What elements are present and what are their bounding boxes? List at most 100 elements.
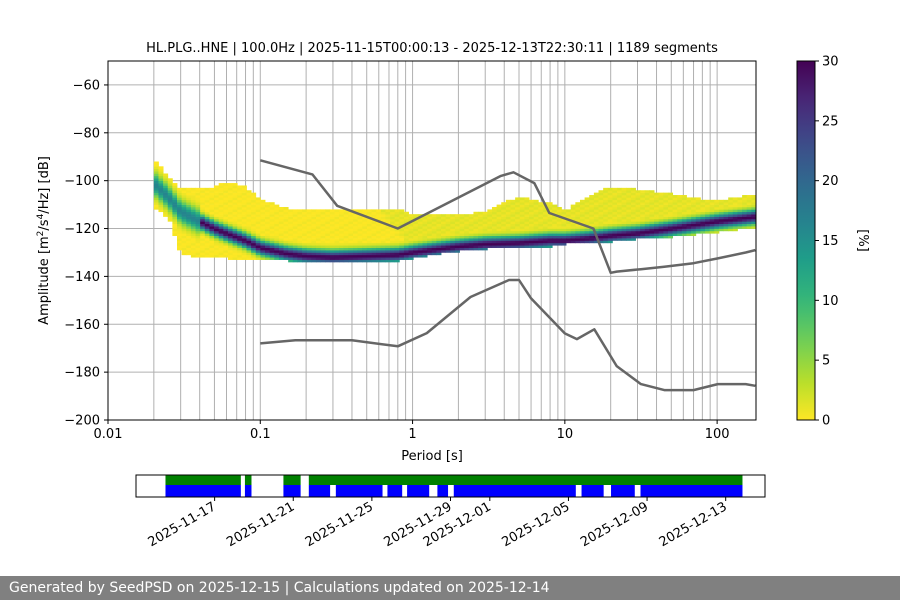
heatmap-cell [732, 221, 738, 225]
heatmap-cell [487, 211, 493, 215]
heatmap-cell [204, 240, 210, 244]
heatmap-cell [450, 223, 456, 227]
heatmap-cell [241, 195, 247, 198]
heatmap-cell [491, 240, 498, 244]
heatmap-cell [200, 190, 206, 193]
heatmap-cell [658, 209, 664, 213]
heatmap-cell [325, 235, 331, 239]
heatmap-cell [246, 221, 252, 225]
heatmap-cell [505, 235, 511, 239]
heatmap-cell [441, 240, 447, 244]
heatmap-cell [640, 192, 646, 196]
heatmap-cell [274, 242, 280, 246]
heatmap-cell [195, 254, 201, 258]
heatmap-cell [510, 218, 516, 222]
heatmap-cell [654, 192, 660, 196]
heatmap-cell [570, 230, 576, 234]
heatmap-cell [278, 257, 284, 260]
heatmap-cell [283, 235, 289, 239]
heatmap-cell [371, 245, 377, 248]
heatmap-cell [413, 214, 419, 217]
heatmap-cell [654, 235, 660, 239]
heatmap-cell [626, 197, 632, 201]
heatmap-cell [617, 214, 623, 217]
heatmap-cell [204, 190, 210, 193]
heatmap-cell [658, 202, 664, 205]
heatmap-cell [399, 240, 405, 244]
heatmap-cell [450, 233, 456, 237]
heatmap-cell [607, 187, 613, 191]
heatmap-cell [732, 202, 738, 205]
heatmap-cell [547, 221, 553, 225]
heatmap-cell [195, 242, 201, 246]
heatmap-cell [478, 238, 484, 241]
heatmap-cell [163, 190, 169, 193]
heatmap-cell [232, 209, 238, 213]
heatmap-cell [547, 204, 553, 208]
heatmap-cell [695, 209, 701, 213]
heatmap-cell [714, 221, 720, 225]
heatmap-cell [241, 230, 247, 234]
heatmap-cell [371, 238, 377, 241]
heatmap-cell [478, 221, 484, 225]
heatmap-cell [468, 238, 474, 241]
heatmap-cell [214, 195, 220, 198]
heatmap-cell [427, 228, 433, 232]
heatmap-cell [325, 240, 331, 244]
heatmap-cell [283, 250, 289, 253]
heatmap-cell [681, 226, 687, 229]
heatmap-cell [274, 226, 280, 229]
heatmap-cell [626, 223, 632, 227]
heatmap-cell [366, 214, 372, 217]
heatmap-cell [482, 214, 488, 217]
heatmap-cell [695, 199, 701, 203]
heatmap-cell [649, 204, 655, 208]
heatmap-cell [237, 197, 243, 201]
heatmap-cell [390, 257, 396, 260]
heatmap-cell [167, 211, 173, 215]
heatmap-cell [339, 247, 345, 251]
heatmap-cell [538, 223, 544, 227]
heatmap-cell [269, 230, 275, 234]
heatmap-cell [626, 228, 632, 232]
heatmap-cell [496, 242, 502, 246]
heatmap-cell [153, 180, 159, 184]
heatmap-cell [547, 242, 553, 246]
heatmap-cell [431, 214, 437, 217]
heatmap-cell [269, 257, 275, 260]
heatmap-cell [515, 199, 521, 203]
heatmap-cell [575, 235, 581, 239]
heatmap-cell [167, 218, 173, 222]
heatmap-cell [445, 226, 451, 229]
heatmap-cell [473, 240, 479, 244]
heatmap-cell [579, 202, 586, 205]
heatmap-cell [714, 214, 720, 217]
heatmap-cell [612, 199, 618, 203]
heatmap-cell [251, 250, 257, 253]
heatmap-cell [237, 252, 243, 256]
heatmap-cell [487, 233, 493, 237]
heatmap-cell [343, 233, 349, 237]
heatmap-cell [617, 195, 623, 198]
heatmap-cell [292, 245, 298, 248]
heatmap-cell [366, 221, 372, 225]
heatmap-cell [380, 216, 386, 220]
heatmap-cell [533, 226, 539, 229]
heatmap-cell [260, 252, 266, 256]
heatmap-cell [459, 245, 465, 248]
heatmap-cell [218, 202, 224, 205]
heatmap-cell [153, 204, 159, 208]
heatmap-cell [705, 218, 711, 222]
heatmap-cell [241, 238, 247, 241]
heatmap-cell [441, 214, 447, 217]
heatmap-cell [515, 223, 521, 227]
heatmap-cell [626, 199, 632, 203]
heatmap-cell [237, 192, 243, 196]
heatmap-cell [626, 192, 632, 196]
heatmap-cell [158, 185, 164, 189]
heatmap-cell [390, 259, 396, 263]
heatmap-cell [283, 211, 289, 215]
heatmap-cell [417, 238, 423, 241]
heatmap-cell [422, 216, 428, 220]
heatmap-cell [223, 250, 229, 253]
